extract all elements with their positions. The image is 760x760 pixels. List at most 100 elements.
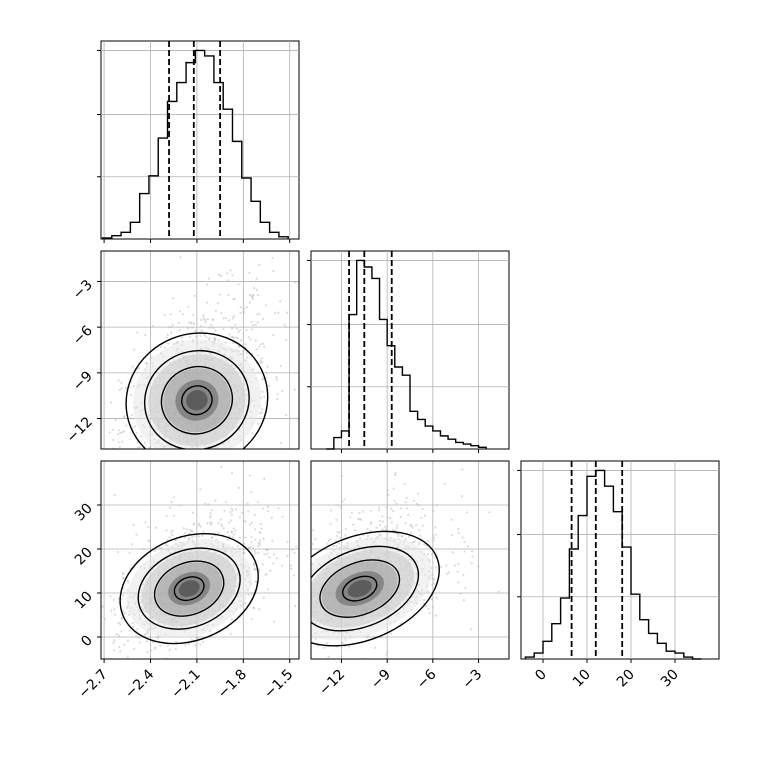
sample-point [112, 641, 115, 644]
sample-point [131, 621, 134, 625]
sample-point [241, 352, 244, 355]
sample-point [98, 620, 100, 622]
sample-point [254, 528, 257, 531]
sample-point [301, 608, 303, 610]
sample-point [126, 579, 129, 582]
sample-point [209, 455, 211, 457]
sample-point [208, 326, 211, 329]
sample-point [222, 527, 225, 530]
sample-point [254, 580, 257, 583]
sample-point [172, 514, 176, 517]
sample-point [292, 631, 294, 633]
sample-point [459, 592, 462, 595]
sample-point [267, 510, 270, 513]
sample-point [471, 555, 474, 558]
sample-point [198, 523, 201, 527]
sample-point [265, 371, 268, 374]
sample-point [394, 471, 397, 474]
sample-point [431, 535, 435, 538]
sample-point [234, 641, 236, 643]
sample-point [230, 507, 233, 510]
sample-point [149, 357, 152, 360]
sample-point [190, 638, 194, 641]
sample-point [279, 300, 282, 303]
sample-point [239, 646, 241, 648]
sample-point [210, 521, 213, 524]
sample-point [292, 629, 294, 631]
sample-point [239, 311, 242, 315]
sample-point [150, 458, 152, 460]
sample-point [152, 467, 154, 469]
density-contour-1 [143, 349, 250, 449]
sample-point [219, 274, 223, 277]
sample-point [177, 455, 179, 457]
sample-point [373, 646, 377, 649]
sample-point [258, 608, 261, 611]
histogram-outline-2 [524, 469, 702, 660]
sample-point [308, 558, 310, 560]
sample-point [457, 581, 460, 584]
sample-point [132, 523, 135, 526]
sample-point [163, 454, 165, 456]
sample-point [229, 511, 232, 514]
sample-point [114, 418, 117, 422]
sample-point [460, 495, 464, 498]
sample-point [178, 329, 182, 332]
sample-point [186, 327, 190, 330]
sample-point [283, 323, 286, 326]
sample-point [136, 331, 139, 334]
sample-point [160, 547, 163, 550]
sample-point [404, 538, 407, 541]
sample-point [224, 316, 228, 320]
sample-point [166, 544, 169, 547]
sample-point [399, 516, 402, 519]
sample-point [432, 539, 435, 542]
sample-point [228, 535, 231, 538]
sample-point [220, 523, 223, 526]
sample-point [210, 523, 213, 526]
sample-point [93, 653, 95, 655]
sample-point [434, 526, 437, 529]
sample-point [393, 499, 396, 502]
sample-point [207, 503, 210, 506]
sample-point [260, 617, 262, 619]
sample-point [257, 551, 260, 554]
sample-point [258, 412, 262, 415]
sample-point [261, 390, 264, 393]
sample-point [126, 639, 129, 642]
sample-point [384, 525, 387, 528]
sample-point [219, 518, 222, 521]
sample-point [184, 644, 187, 647]
sample-point [208, 337, 211, 340]
sample-point [97, 637, 99, 639]
sample-point [282, 589, 284, 591]
sample-point [369, 522, 372, 526]
sample-point [203, 333, 206, 337]
y-tick-label-1-1: −9 [70, 368, 96, 394]
x-tick-label-2-3: 30 [658, 667, 682, 691]
sample-point [166, 644, 169, 647]
sample-point [135, 431, 138, 434]
sample-point [282, 600, 284, 602]
sample-point [187, 468, 189, 470]
sample-point [138, 479, 140, 481]
sample-point [387, 493, 390, 496]
sample-point [177, 322, 180, 325]
sample-point [251, 432, 254, 435]
sample-point [239, 339, 243, 342]
sample-point [254, 568, 258, 571]
sample-point [204, 321, 207, 324]
sample-point [250, 617, 253, 621]
sample-point [431, 573, 434, 577]
sample-point [296, 567, 298, 569]
sample-point [286, 610, 288, 612]
sample-point [249, 338, 252, 341]
sample-point [236, 545, 239, 548]
sample-point [403, 482, 406, 486]
sample-point [293, 281, 297, 284]
sample-point [121, 484, 123, 486]
sample-point [134, 424, 137, 428]
histogram-frame-2 [520, 460, 720, 660]
sample-point [109, 595, 112, 598]
sample-point [138, 641, 141, 644]
